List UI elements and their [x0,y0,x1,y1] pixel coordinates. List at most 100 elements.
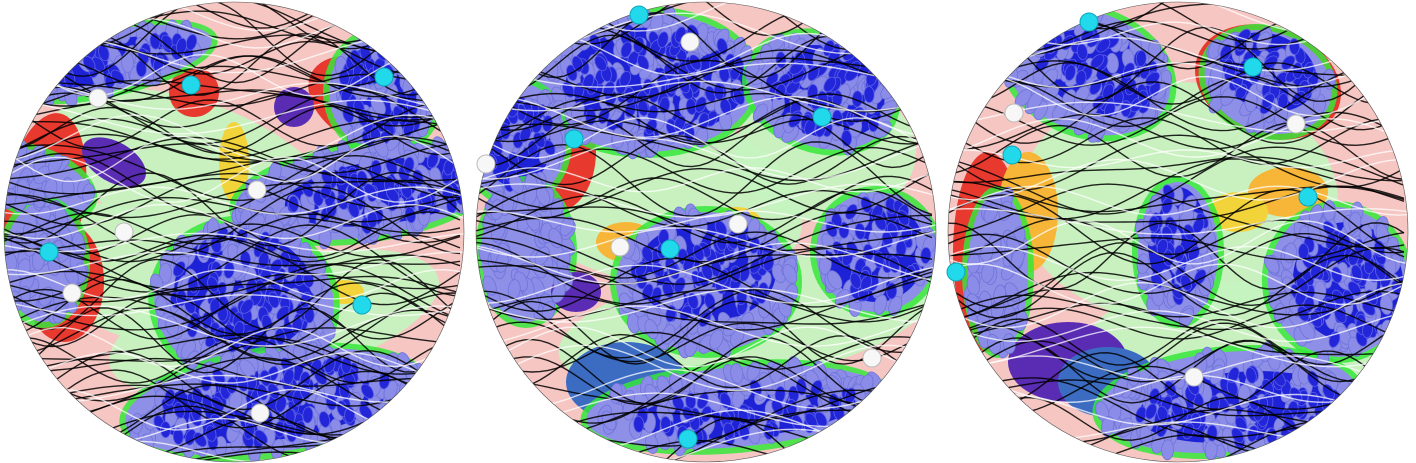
cell-ellipse [443,158,455,176]
cell-ellipse [427,152,439,169]
streamline [476,98,933,146]
contour-line [4,203,464,240]
cell-ellipse [1035,19,1050,40]
white-marker [1286,114,1306,134]
cell-ellipse [1010,248,1025,269]
cell-ellipse [656,375,671,396]
contour-line [4,326,464,368]
streamline [948,217,1405,257]
cell-ellipse [795,378,807,396]
contour-line [4,114,464,162]
streamline [476,231,933,279]
streamline [4,177,461,227]
contour-line [4,251,464,276]
cell-ellipse [302,406,314,424]
cell-ellipse [385,41,397,59]
streamline [948,183,1405,249]
contour-line [476,210,936,233]
cell-ellipse [1248,393,1260,411]
cell-ellipse [498,87,513,108]
cell-ellipse [1313,280,1327,302]
streamline [476,188,933,244]
panel-3 [946,1,1409,463]
cell-ellipse [318,411,331,428]
cell-ellipse [730,363,744,384]
cell-ellipse [849,272,862,289]
streamline [4,196,461,235]
white-marker [62,283,82,303]
cell-ellipse [462,171,464,189]
cell-ellipse [394,33,409,54]
panel-2 [475,1,937,463]
cell-ellipse [888,295,903,316]
cell-ellipse [55,67,67,85]
streamline [4,138,461,202]
cell-ellipse [500,80,515,101]
contour-line [948,207,1408,236]
streamline [476,93,933,132]
streamline [4,212,461,245]
streamline [948,185,1405,223]
cell-ellipse [1272,371,1286,387]
cell-ellipse [269,258,283,275]
streamline [476,265,933,331]
cell-ellipse [193,432,207,448]
contour-line [4,53,464,97]
cell-ellipse [483,115,495,133]
cell-ellipse [40,42,55,63]
streamline [476,49,933,99]
streamline [948,232,1405,261]
white-marker [862,348,882,368]
cyan-marker [1079,12,1099,32]
cell-ellipse [660,416,672,433]
cell-ellipse [998,41,1015,61]
cell-ellipse [1322,384,1335,400]
white-marker [610,237,630,257]
cell-ellipse [482,87,497,108]
cell-ellipse [159,262,172,284]
cell-ellipse [254,429,268,445]
cell-ellipse [1298,243,1309,261]
cell-ellipse [54,38,68,59]
cell-ellipse [1063,3,1078,24]
cyan-marker [660,239,680,259]
cell-ellipse [200,374,212,392]
cell-ellipse [27,68,40,85]
cyan-marker [181,75,201,95]
cell-ellipse [873,294,888,315]
cell-ellipse [30,71,44,93]
cell-ellipse [47,59,61,81]
cell-ellipse [261,314,273,332]
cell-ellipse [487,104,501,126]
streamline [4,263,461,331]
streamline [476,146,933,194]
streamline [948,252,1405,319]
cell-ellipse [633,415,645,433]
cell-ellipse [23,52,38,73]
streamline [476,141,933,217]
white-marker [88,88,108,108]
contour-line [948,149,1408,169]
contour-line [4,82,464,111]
cell-ellipse [856,405,870,427]
white-marker [247,180,267,200]
streamline [476,336,933,406]
cell-ellipse [687,292,699,310]
cyan-marker [564,129,584,149]
streamline [476,295,933,325]
cell-ellipse [402,53,416,75]
white-marker [680,32,700,52]
cell-ellipse [51,53,63,71]
cell-ellipse [827,270,843,290]
cell-ellipse [565,21,580,42]
streamline [476,378,933,421]
cell-ellipse [782,264,798,284]
streamline [948,121,1405,181]
contour-line [948,158,1408,201]
cell-ellipse [804,412,818,429]
contour-line [476,137,936,180]
contour-line [4,352,464,384]
streamline [948,340,1405,383]
cell-ellipse [1027,91,1043,111]
